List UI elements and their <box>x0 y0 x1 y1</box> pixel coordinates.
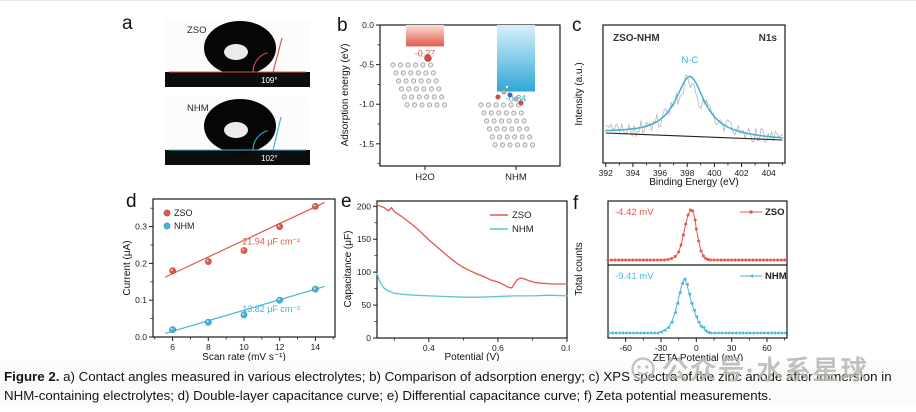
svg-text:NHM: NHM <box>174 221 195 231</box>
svg-text:ZSO: ZSO <box>187 25 207 36</box>
svg-text:Intensity (a.u.): Intensity (a.u.) <box>574 62 585 125</box>
svg-text:0.0: 0.0 <box>362 20 374 30</box>
svg-text:0.8: 0.8 <box>561 343 570 353</box>
svg-text:-4.42 mV: -4.42 mV <box>615 207 654 218</box>
svg-text:NHM: NHM <box>187 103 209 114</box>
panel-letter-f: f <box>573 193 579 214</box>
panel-letter-e: e <box>341 191 352 212</box>
svg-text:Potential (V): Potential (V) <box>444 352 499 363</box>
svg-text:109°: 109° <box>261 76 278 85</box>
svg-text:21.94 μF cm⁻²: 21.94 μF cm⁻² <box>242 236 300 246</box>
panel-c-chart: 392 394 396 398 400 402 404 ZSO-NHM N1s N-C Bindin… <box>574 24 786 188</box>
svg-text:12: 12 <box>275 342 285 352</box>
svg-text:Binding Energy (eV): Binding Energy (eV) <box>649 177 739 188</box>
svg-text:404: 404 <box>762 168 776 178</box>
svg-text:N1s: N1s <box>759 33 778 44</box>
svg-text:400: 400 <box>707 168 721 178</box>
capacitance-scatter-chart: 6 8 10 12 14 0.0 0.1 0.2 0.3 21.94 μF cm⁻² 13.82 μ… <box>118 189 342 364</box>
svg-text:ZSO: ZSO <box>765 207 785 218</box>
svg-text:6: 6 <box>170 342 175 352</box>
svg-text:14: 14 <box>311 342 321 352</box>
svg-text:0: 0 <box>694 343 699 353</box>
svg-text:0: 0 <box>366 333 371 343</box>
svg-text:-9.41 mV: -9.41 mV <box>615 271 654 282</box>
svg-text:NHM: NHM <box>765 271 787 282</box>
caption-prefix: Figure 2. <box>4 369 60 384</box>
svg-text:396: 396 <box>653 168 667 178</box>
contact-angle-images: ZSO 109° NHM 102° <box>165 19 310 169</box>
svg-text:0.2: 0.2 <box>135 258 147 268</box>
figure-caption: Figure 2. a) Contact angles measured in … <box>0 361 916 406</box>
svg-text:394: 394 <box>626 168 640 178</box>
svg-text:-0.27: -0.27 <box>415 48 436 58</box>
svg-text:50: 50 <box>362 300 372 310</box>
svg-text:NHM: NHM <box>505 172 527 183</box>
svg-text:-1.0: -1.0 <box>359 99 374 109</box>
zeta-potential-chart: -4.42 mV ZSO -9.41 mV NHM -60 -30 0 30 60 ZETA Po… <box>568 189 808 364</box>
svg-text:ZSO: ZSO <box>512 210 532 221</box>
droplet-image-ZSO: ZSO 109° <box>165 19 310 87</box>
svg-text:60: 60 <box>762 343 772 353</box>
svg-text:Adsorption energy (eV): Adsorption energy (eV) <box>340 44 351 147</box>
svg-text:0.3: 0.3 <box>135 222 147 232</box>
svg-text:H2O: H2O <box>415 172 435 183</box>
svg-text:100: 100 <box>357 267 371 277</box>
svg-text:0.4: 0.4 <box>423 343 435 353</box>
svg-text:-1.5: -1.5 <box>359 139 374 149</box>
svg-text:0.1: 0.1 <box>135 295 147 305</box>
svg-text:150: 150 <box>357 234 371 244</box>
svg-text:8: 8 <box>206 342 211 352</box>
svg-text:Total counts: Total counts <box>574 242 585 295</box>
caption-text: a) Contact angles measured in various el… <box>4 369 892 404</box>
svg-text:ZETA Potential (mV): ZETA Potential (mV) <box>653 353 743 364</box>
svg-text:-30: -30 <box>655 343 668 353</box>
panel-e-chart: 0 50 100 150 200 0.4 0.6 0.8 ZSO NHM Potential (V)… <box>343 200 570 363</box>
panel-letter-b: b <box>337 15 348 36</box>
svg-text:0.6: 0.6 <box>492 343 504 353</box>
svg-text:392: 392 <box>599 168 613 178</box>
svg-text:-60: -60 <box>620 343 633 353</box>
svg-text:13.82 μF cm⁻²: 13.82 μF cm⁻² <box>242 304 300 314</box>
panel-f-chart: -4.42 mV ZSO -9.41 mV NHM -60 -30 0 30 60 ZETA Po… <box>574 200 788 364</box>
svg-text:0.0: 0.0 <box>135 332 147 342</box>
svg-text:Current (μA): Current (μA) <box>122 240 133 295</box>
svg-text:Scan rate (mV s⁻¹): Scan rate (mV s⁻¹) <box>202 352 286 363</box>
svg-text:10: 10 <box>239 342 249 352</box>
differential-capacitance-chart: 0 50 100 150 200 0.4 0.6 0.8 ZSO NHM Potential (V)… <box>338 189 570 364</box>
svg-text:N-C: N-C <box>681 55 698 66</box>
svg-text:30: 30 <box>727 343 737 353</box>
panel-b-chart: 0.0-0.5-1.0-1.5-0.27H2O-0.84NHMAdsorptio… <box>340 20 561 183</box>
panel-letter-a: a <box>122 13 133 34</box>
xps-spectrum-chart: 392 394 396 398 400 402 404 ZSO-NHM N1s N-C Bindin… <box>568 13 815 191</box>
svg-text:200: 200 <box>357 201 371 211</box>
svg-text:Capacitance (μF): Capacitance (μF) <box>343 231 354 308</box>
svg-text:ZSO-NHM: ZSO-NHM <box>613 33 660 44</box>
panel-letter-d: d <box>126 191 137 212</box>
svg-text:ZSO: ZSO <box>174 208 193 218</box>
svg-text:-0.5: -0.5 <box>359 60 374 70</box>
svg-text:398: 398 <box>680 168 694 178</box>
panel-letter-c: c <box>572 15 582 36</box>
panel-d-chart: 6 8 10 12 14 0.0 0.1 0.2 0.3 21.94 μF cm⁻² 13.82 μ… <box>122 198 336 363</box>
svg-text:402: 402 <box>734 168 748 178</box>
adsorption-energy-chart: 0.0-0.5-1.0-1.5-0.27H2O-0.84NHMAdsorptio… <box>335 13 567 189</box>
svg-text:102°: 102° <box>261 154 278 163</box>
svg-text:NHM: NHM <box>512 224 534 235</box>
droplet-image-NHM: NHM 102° <box>165 97 310 165</box>
